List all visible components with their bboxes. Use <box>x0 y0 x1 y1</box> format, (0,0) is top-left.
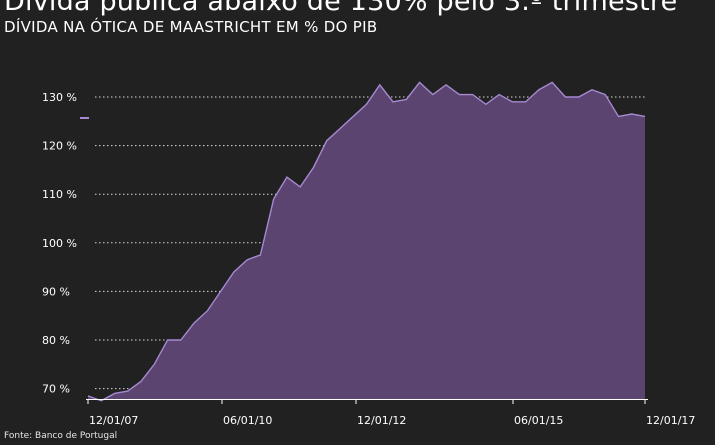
debt-area <box>88 82 645 401</box>
y-tick-label: 70 % <box>42 383 70 396</box>
x-tick-label: 06/01/15 <box>514 414 563 427</box>
chart-title: Dívida pública abaixo de 130% pelo 3.º t… <box>4 0 678 17</box>
y-tick-label: 100 % <box>42 237 77 250</box>
debt-line <box>87 81 646 402</box>
y-tick-label: 110 % <box>42 188 77 201</box>
tick-labels: 70 % 80 % 90 % 100 % 110 % 120 % 130 % 12/01/07… <box>42 91 695 427</box>
y-tick-label: 120 % <box>42 140 77 153</box>
x-tick-label: 12/01/07 <box>89 414 138 427</box>
source-note: Fonte: Banco de Portugal <box>4 431 118 441</box>
y-tick-label: 80 % <box>42 334 70 347</box>
x-tick-label: 12/01/17 <box>646 414 695 427</box>
chart-subtitle: DÍVIDA NA ÓTICA DE MAASTRICHT EM % DO PI… <box>4 18 378 36</box>
y-tick-label: 90 % <box>42 285 70 298</box>
y-tick-label: 130 % <box>42 91 77 104</box>
plot-area <box>87 81 646 402</box>
x-tick-label: 12/01/12 <box>357 414 406 427</box>
x-tick-label: 06/01/10 <box>223 414 272 427</box>
axes <box>80 117 648 404</box>
